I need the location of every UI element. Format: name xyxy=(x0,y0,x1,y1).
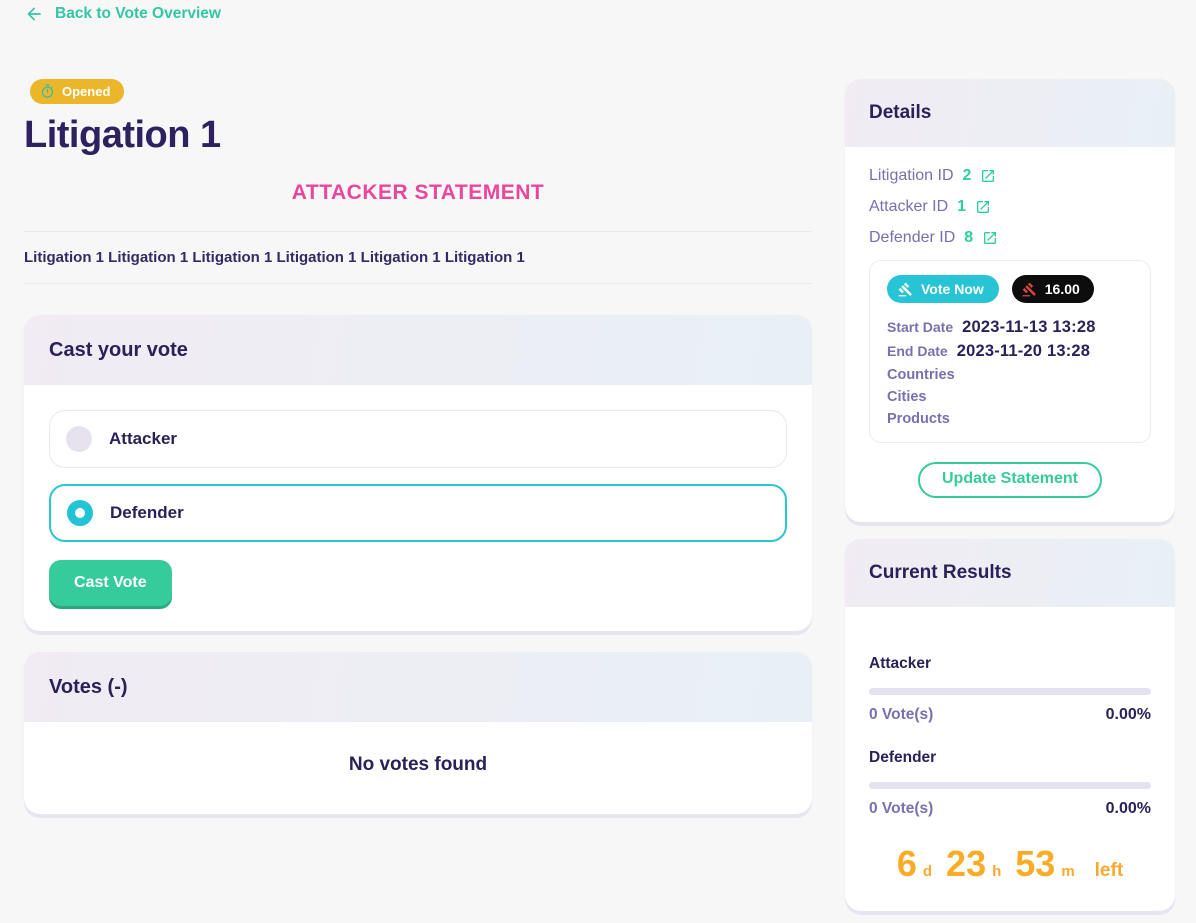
votes-title: Votes (-) xyxy=(49,675,128,698)
votes-card-body: No votes found xyxy=(24,722,812,814)
main-column: Opened Litigation 1 ATTACKER STATEMENT L… xyxy=(24,79,812,814)
price-badge: 16.00 xyxy=(1011,275,1094,303)
vote-option-attacker[interactable]: Attacker xyxy=(49,410,787,468)
countdown-minutes: 53 xyxy=(1015,843,1056,884)
result-percent: 0.00% xyxy=(1105,706,1151,723)
cast-vote-card: Cast your vote Attacker Defender Cast Vo… xyxy=(24,315,812,631)
back-arrow-icon xyxy=(24,4,44,24)
votes-card-header: Votes (-) xyxy=(24,652,812,722)
start-date-label: Start Date xyxy=(887,319,954,335)
countdown-days-unit: d xyxy=(922,863,933,880)
price-value: 16.00 xyxy=(1044,281,1080,297)
countdown-suffix: left xyxy=(1094,860,1124,881)
status-badge: Opened xyxy=(30,79,125,104)
details-card-body: Litigation ID 2 Attacker ID 1 xyxy=(845,147,1175,522)
cast-vote-card-body: Attacker Defender Cast Vote xyxy=(24,385,812,631)
vote-now-label: Vote Now xyxy=(921,281,984,297)
votes-card: Votes (-) No votes found xyxy=(24,652,812,814)
gavel-icon xyxy=(898,282,913,297)
side-column: Details Litigation ID 2 Attacker ID 1 xyxy=(845,79,1175,911)
litigation-id-label: Litigation ID xyxy=(869,167,954,184)
statement-heading: ATTACKER STATEMENT xyxy=(291,181,545,204)
cities-label: Cities xyxy=(887,389,927,405)
statement-body: Litigation 1 Litigation 1 Litigation 1 L… xyxy=(24,249,525,266)
details-card: Details Litigation ID 2 Attacker ID 1 xyxy=(845,79,1175,522)
result-percent: 0.00% xyxy=(1105,800,1151,817)
layout: Opened Litigation 1 ATTACKER STATEMENT L… xyxy=(24,79,1175,911)
external-link-icon[interactable] xyxy=(980,168,996,184)
defender-id-value: 8 xyxy=(964,229,974,246)
countries-label: Countries xyxy=(887,367,955,383)
back-to-overview-link[interactable]: Back to Vote Overview xyxy=(24,4,221,24)
back-link-label: Back to Vote Overview xyxy=(55,5,221,22)
details-title: Details xyxy=(869,102,932,123)
divider xyxy=(24,231,812,232)
cast-vote-button[interactable]: Cast Vote xyxy=(49,560,172,606)
result-row-attacker: Attacker 0 Vote(s) 0.00% xyxy=(869,655,1151,724)
update-statement-button[interactable]: Update Statement xyxy=(917,462,1103,498)
result-stats: 0 Vote(s) 0.00% xyxy=(869,706,1151,724)
countdown-days: 6 xyxy=(896,843,917,884)
countdown-hours-unit: h xyxy=(992,863,1002,880)
result-row-defender: Defender 0 Vote(s) 0.00% xyxy=(869,749,1151,818)
countdown-hours: 23 xyxy=(946,843,987,884)
time-left-countdown: 6 d 23 h 53 m left xyxy=(869,843,1151,885)
result-stats: 0 Vote(s) 0.00% xyxy=(869,800,1151,818)
result-label: Attacker xyxy=(869,655,932,672)
attacker-id-row: Attacker ID 1 xyxy=(869,198,1151,216)
countdown-minutes-unit: m xyxy=(1061,863,1075,880)
end-date-value: 2023-11-20 13:28 xyxy=(956,342,1091,360)
vote-info-box: Vote Now 16.00 Start Date 2023- xyxy=(869,260,1151,443)
current-results-title: Current Results xyxy=(869,562,1012,583)
end-date-label: End Date xyxy=(887,343,948,359)
divider xyxy=(24,283,812,284)
litigation-id-value: 2 xyxy=(962,167,972,184)
products-label: Products xyxy=(887,411,950,427)
timer-icon xyxy=(40,84,55,99)
defender-progress-bar xyxy=(869,782,1151,789)
gavel-icon xyxy=(1022,282,1037,297)
attacker-id-value: 1 xyxy=(957,198,967,215)
badge-row: Vote Now 16.00 xyxy=(887,275,1133,303)
external-link-icon[interactable] xyxy=(975,199,991,215)
page-title: Litigation 1 xyxy=(24,114,221,156)
result-votes: 0 Vote(s) xyxy=(869,800,934,817)
current-results-card: Current Results Attacker 0 Vote(s) 0.00% xyxy=(845,539,1175,911)
status-badge-label: Opened xyxy=(62,84,111,99)
current-results-card-header: Current Results xyxy=(845,539,1175,607)
start-date-row: Start Date 2023-11-13 13:28 xyxy=(887,318,1133,337)
external-link-icon[interactable] xyxy=(982,230,998,246)
defender-id-label: Defender ID xyxy=(869,229,956,246)
vote-option-label: Attacker xyxy=(109,429,178,448)
radio-checked-icon[interactable] xyxy=(67,500,93,526)
result-label: Defender xyxy=(869,749,937,766)
no-votes-message: No votes found xyxy=(348,754,488,775)
cast-vote-card-header: Cast your vote xyxy=(24,315,812,385)
defender-id-row: Defender ID 8 xyxy=(869,229,1151,247)
litigation-id-row: Litigation ID 2 xyxy=(869,167,1151,185)
details-card-header: Details xyxy=(845,79,1175,147)
current-results-card-body: Attacker 0 Vote(s) 0.00% Defender xyxy=(845,607,1175,911)
vote-option-label: Defender xyxy=(110,503,184,522)
attacker-progress-bar xyxy=(869,688,1151,695)
cast-vote-title: Cast your vote xyxy=(49,338,188,361)
vote-now-badge[interactable]: Vote Now xyxy=(887,275,999,303)
attacker-id-label: Attacker ID xyxy=(869,198,949,215)
start-date-value: 2023-11-13 13:28 xyxy=(962,318,1096,336)
end-date-row: End Date 2023-11-20 13:28 xyxy=(887,342,1133,361)
vote-option-defender[interactable]: Defender xyxy=(49,484,787,542)
result-votes: 0 Vote(s) xyxy=(869,706,934,723)
radio-unchecked-icon[interactable] xyxy=(66,426,92,452)
